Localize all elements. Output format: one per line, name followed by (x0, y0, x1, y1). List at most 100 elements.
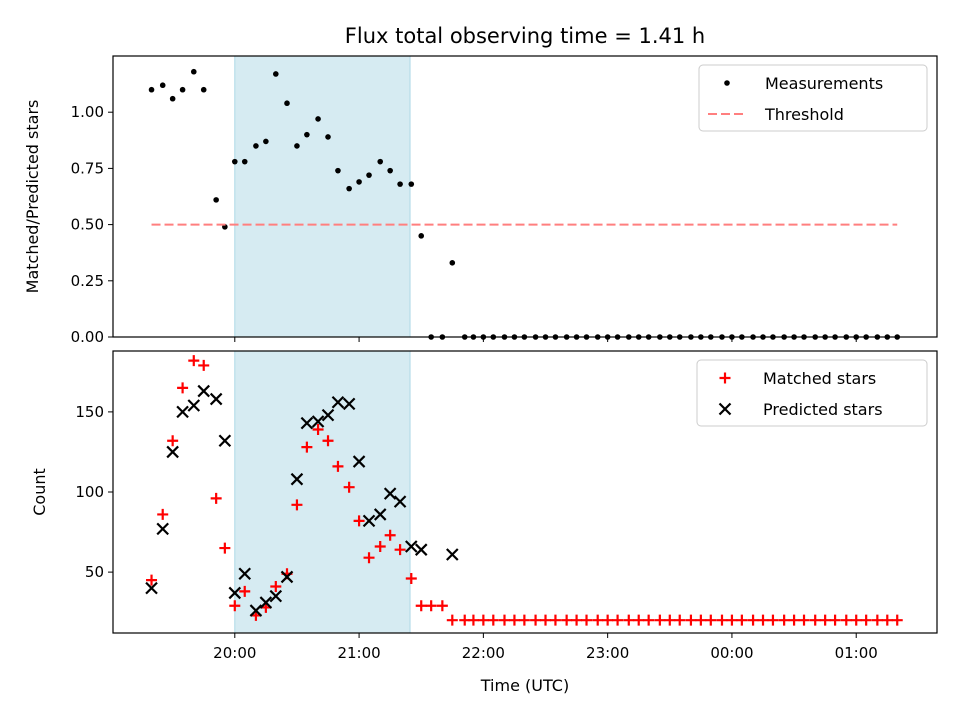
x-tick-label: 01:00 (835, 644, 878, 662)
measurement-point (159, 82, 166, 89)
measurement-point (397, 181, 403, 187)
matched-star-point (840, 614, 852, 626)
ratio-panel: 0.00 0.25 0.50 0.75 1.00 Matched/Predicted st… (23, 55, 938, 346)
matched-star-point (850, 614, 862, 626)
measurement-point (315, 116, 321, 122)
measurement-point (304, 131, 310, 138)
matched-star-point (540, 614, 552, 626)
predicted-star-point (209, 392, 223, 406)
x-axis-label: Time (UTC) (480, 676, 569, 695)
y-tick-label: 1.00 (71, 103, 104, 121)
matched-star-point (301, 441, 313, 453)
matched-star-point (654, 614, 666, 626)
matched-star-point (871, 614, 883, 626)
matched-star-point (384, 529, 396, 541)
y-tick-label: 0.25 (71, 272, 104, 290)
predicted-star-point (383, 487, 397, 500)
matched-star-point (508, 614, 520, 626)
x-tick-label: 00:00 (710, 644, 753, 662)
matched-star-point (716, 614, 728, 626)
predicted-star-point (156, 522, 169, 536)
x-tick-label: 23:00 (586, 644, 629, 662)
matched-star-point (518, 614, 530, 626)
matched-star-point (881, 614, 893, 626)
measurement-point (335, 167, 341, 174)
matched-star-point (446, 614, 458, 626)
measurement-point (284, 100, 290, 107)
series-matched-stars (146, 355, 903, 626)
matched-star-point (332, 460, 344, 472)
y-tick-label: 50 (85, 563, 104, 581)
matched-star-point (530, 614, 542, 626)
matched-star-point (322, 435, 334, 447)
matched-star-point (695, 614, 707, 626)
legend: Measurements Threshold (698, 64, 928, 132)
matched-star-point (891, 614, 903, 626)
y-tick-label: 0.50 (71, 216, 104, 234)
predicted-star-point (218, 434, 232, 448)
predicted-star-point (311, 415, 325, 428)
matched-star-point (685, 614, 697, 626)
matched-star-point (571, 614, 583, 626)
measurement-point (418, 233, 425, 239)
measurement-point (294, 143, 300, 149)
predicted-star-point (446, 548, 459, 561)
matched-star-point (736, 614, 748, 626)
matched-star-point (219, 542, 231, 554)
matched-star-point (353, 515, 365, 527)
matched-star-point (705, 614, 717, 626)
observing-interval-shade (234, 55, 411, 338)
matched-star-point (415, 600, 427, 612)
predicted-star-point (166, 445, 179, 459)
predicted-star-point (300, 416, 314, 430)
matched-star-point (467, 614, 479, 626)
matched-star-point (374, 540, 386, 552)
matched-star-point (177, 382, 189, 394)
predicted-star-point (238, 567, 252, 580)
matched-star-point (477, 614, 489, 626)
matched-star-point (146, 574, 158, 586)
predicted-star-point (362, 514, 376, 528)
y-axis-label: Matched/Predicted stars (23, 100, 42, 294)
matched-star-point (198, 359, 210, 371)
matched-star-point (778, 614, 790, 626)
measurement-point (213, 197, 219, 203)
y-tick-label: 150 (75, 403, 104, 421)
x-tick-label: 20:00 (213, 644, 256, 662)
matched-star-point (229, 600, 241, 612)
y-axis-label: Count (30, 468, 49, 516)
measurement-point (377, 158, 384, 165)
matched-star-point (612, 614, 624, 626)
matched-star-point (726, 614, 738, 626)
x-tick-label: 22:00 (462, 644, 505, 662)
predicted-star-point (290, 472, 304, 486)
matched-star-point (798, 614, 810, 626)
measurement-point (148, 86, 155, 93)
count-panel: 50 100 150 20:00 21:00 22:00 23:00 00:00 01:00 Co… (30, 350, 938, 662)
matched-star-point (747, 614, 759, 626)
matched-star-point (674, 614, 686, 626)
matched-star-point (312, 424, 324, 436)
measurement-point (241, 158, 248, 165)
predicted-star-point (197, 384, 211, 398)
chart-title: Flux total observing time = 1.41 h (345, 24, 705, 48)
matched-star-point (270, 581, 282, 593)
measurement-point (273, 71, 279, 77)
matched-star-point (767, 614, 779, 626)
matched-star-point (498, 614, 510, 626)
predicted-star-point (393, 495, 407, 508)
matched-star-point (291, 499, 303, 511)
measurement-point (179, 86, 186, 93)
legend-label: Predicted stars (763, 400, 883, 419)
legend-box (696, 359, 928, 427)
measurement-point (190, 68, 197, 75)
predicted-star-point (269, 589, 283, 603)
matched-star-point (561, 614, 573, 626)
series-predicted-stars (145, 384, 459, 617)
predicted-star-point (259, 596, 273, 609)
matched-star-point (664, 614, 676, 626)
predicted-star-point (331, 395, 345, 409)
matched-star-point (487, 614, 499, 626)
matched-star-point (239, 585, 251, 597)
matched-star-point (623, 614, 635, 626)
